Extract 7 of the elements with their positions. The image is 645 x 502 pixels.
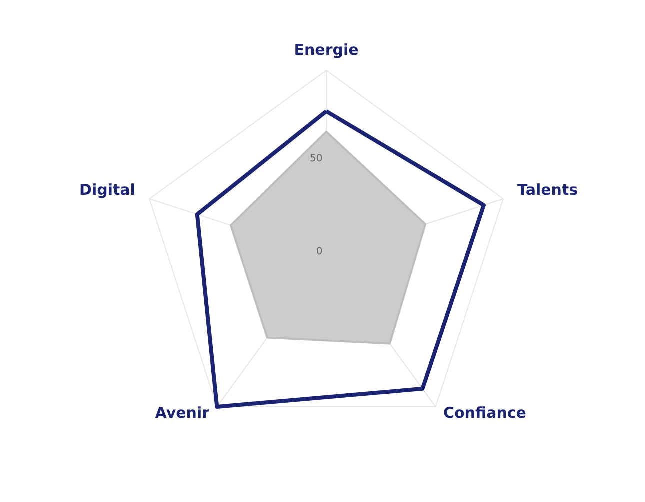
spoke-label: Energie — [294, 41, 359, 60]
spoke-label: Avenir — [155, 404, 210, 422]
spoke-label: Talents — [518, 180, 578, 199]
spoke-label: Confiance — [443, 404, 526, 422]
spoke-label: Digital — [80, 180, 136, 199]
y-tick-label: 0 — [316, 246, 323, 258]
y-tick-label: 50 — [310, 154, 323, 165]
